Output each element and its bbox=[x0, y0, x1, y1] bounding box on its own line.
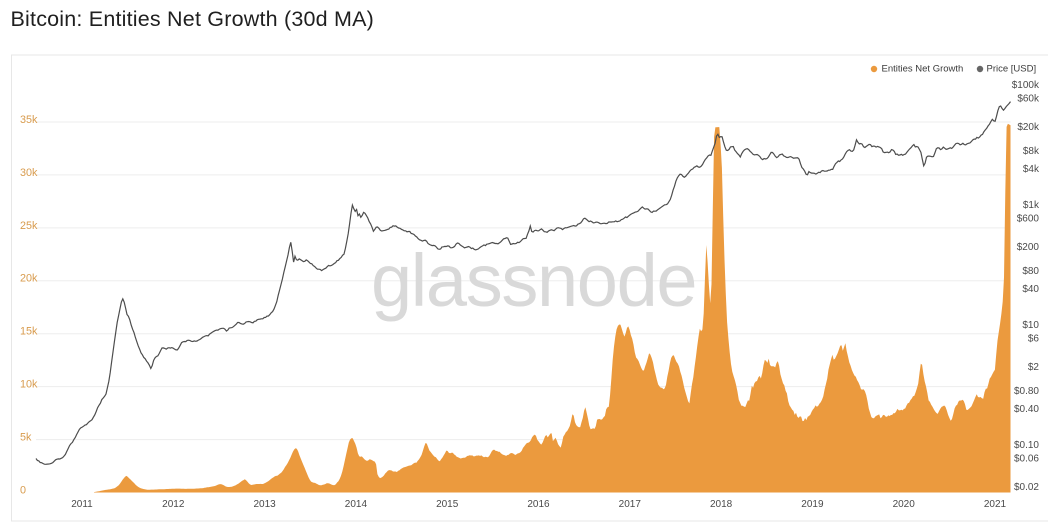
svg-text:$0.40: $0.40 bbox=[1014, 404, 1039, 415]
svg-text:$6: $6 bbox=[1028, 334, 1040, 345]
svg-text:$1k: $1k bbox=[1023, 200, 1040, 211]
svg-text:$20k: $20k bbox=[1017, 122, 1040, 133]
svg-text:$10: $10 bbox=[1022, 320, 1039, 331]
svg-text:0: 0 bbox=[20, 484, 26, 496]
svg-text:Entities Net Growth: Entities Net Growth bbox=[882, 64, 964, 75]
svg-text:$0.80: $0.80 bbox=[1014, 386, 1039, 397]
svg-text:$0.06: $0.06 bbox=[1014, 454, 1039, 465]
svg-text:2018: 2018 bbox=[710, 499, 733, 510]
svg-text:$0.10: $0.10 bbox=[1014, 440, 1039, 451]
svg-text:25k: 25k bbox=[20, 220, 38, 232]
svg-text:2019: 2019 bbox=[801, 499, 824, 510]
svg-text:2013: 2013 bbox=[253, 499, 276, 510]
svg-text:$200: $200 bbox=[1017, 242, 1040, 253]
svg-text:$40: $40 bbox=[1022, 284, 1039, 295]
svg-text:glassnode: glassnode bbox=[371, 239, 696, 322]
svg-text:2011: 2011 bbox=[71, 499, 93, 510]
svg-text:30k: 30k bbox=[20, 167, 38, 179]
svg-text:$2: $2 bbox=[1028, 362, 1040, 373]
svg-text:2016: 2016 bbox=[527, 499, 550, 510]
svg-text:2012: 2012 bbox=[162, 499, 185, 510]
svg-text:$100k: $100k bbox=[1012, 80, 1040, 91]
svg-text:5k: 5k bbox=[20, 431, 32, 443]
svg-text:Price [USD]: Price [USD] bbox=[987, 64, 1037, 75]
svg-text:2015: 2015 bbox=[436, 499, 459, 510]
svg-text:20k: 20k bbox=[20, 273, 38, 285]
svg-text:$4k: $4k bbox=[1023, 164, 1040, 175]
svg-text:10k: 10k bbox=[20, 378, 38, 390]
svg-text:$600: $600 bbox=[1017, 214, 1040, 225]
svg-text:$0.02: $0.02 bbox=[1014, 482, 1039, 493]
svg-text:15k: 15k bbox=[20, 326, 38, 338]
svg-text:$80: $80 bbox=[1022, 266, 1039, 277]
svg-text:$8k: $8k bbox=[1023, 146, 1040, 157]
svg-text:2017: 2017 bbox=[619, 499, 642, 510]
svg-text:35k: 35k bbox=[20, 114, 38, 126]
svg-text:2021: 2021 bbox=[984, 499, 1007, 510]
svg-text:$60k: $60k bbox=[1017, 94, 1040, 105]
svg-text:2020: 2020 bbox=[893, 499, 916, 510]
svg-text:2014: 2014 bbox=[345, 499, 368, 510]
